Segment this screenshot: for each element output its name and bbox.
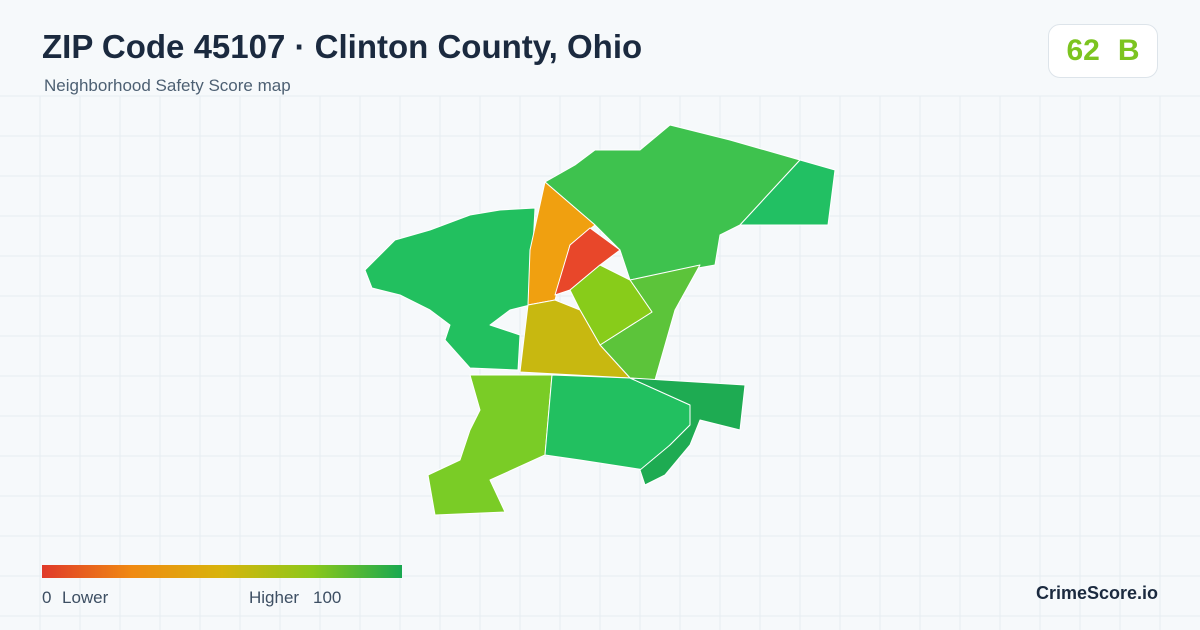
brand: CrimeScore.io [1035, 583, 1158, 603]
legend-min-label: Lower [62, 588, 109, 607]
region [629, 377, 746, 486]
region [427, 374, 553, 516]
region [364, 207, 536, 371]
legend-min: 0 [42, 588, 52, 607]
grid [0, 95, 1200, 630]
legend-max-label: Higher [249, 588, 300, 607]
legend-bar [42, 565, 402, 578]
score: 62 [1066, 34, 1100, 67]
legend-max: 100 [313, 588, 342, 607]
region [519, 299, 631, 379]
subtitle: Neighborhood Safety Score map [44, 76, 291, 95]
regions [364, 124, 836, 516]
score-badge: 62 B [1048, 24, 1158, 78]
region [739, 159, 836, 226]
title: ZIP Code 45107 · Clinton County, Ohio [42, 28, 643, 65]
grade: B [1117, 34, 1140, 67]
